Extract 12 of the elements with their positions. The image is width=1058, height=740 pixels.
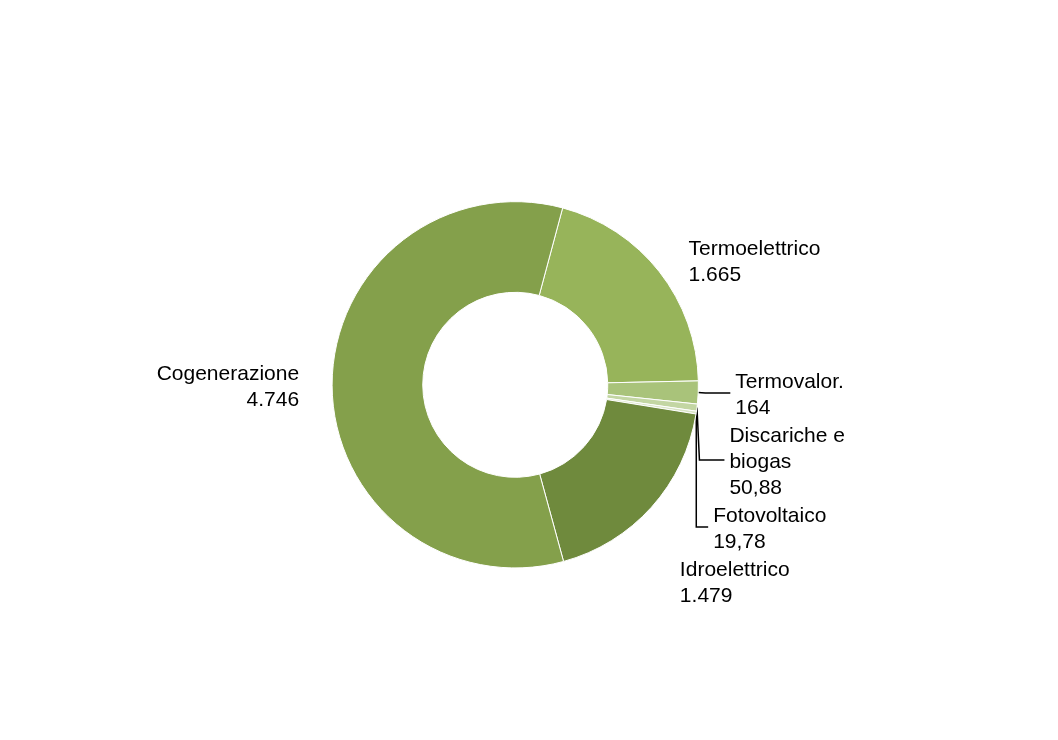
slice-label: Termovalor. (735, 368, 844, 392)
slice-label: Cogenerazione (156, 360, 300, 384)
slice-label: Discariche e biogas (729, 422, 851, 472)
data-label: 1.665 (688, 262, 742, 286)
data-label: 19,78 (713, 528, 766, 552)
slice-label: Termoelettrico (688, 236, 821, 260)
data-label: 4.746 (246, 386, 300, 410)
slice-label: Fotovoltaico (713, 502, 827, 526)
data-label: 1.479 (679, 582, 733, 606)
data-label: 50,88 (729, 474, 782, 498)
data-label: 164 (735, 394, 771, 418)
slice-label: Idroelettrico (679, 556, 790, 580)
